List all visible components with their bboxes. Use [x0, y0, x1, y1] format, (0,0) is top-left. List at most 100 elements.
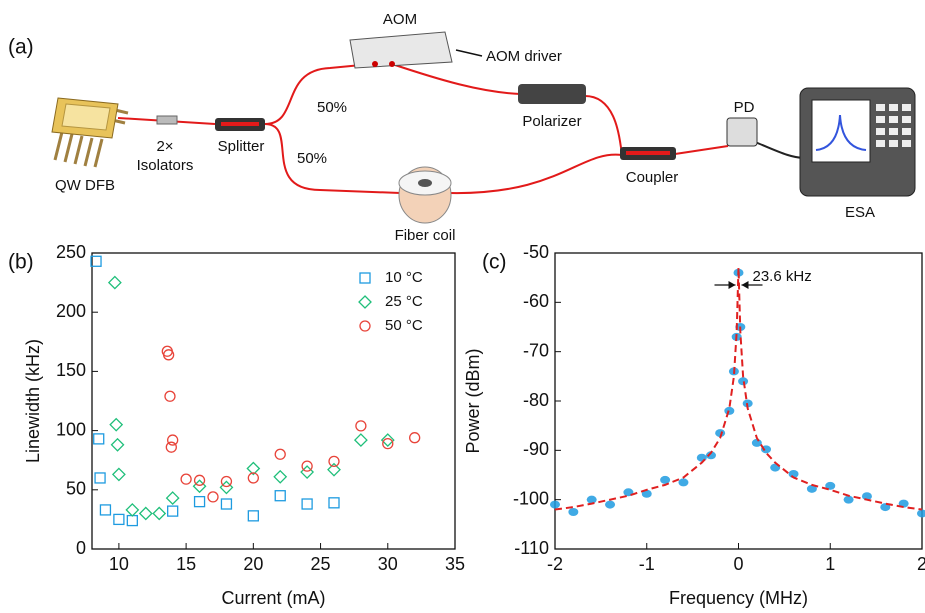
label: Coupler: [626, 169, 679, 186]
x-tick-label: -2: [547, 554, 563, 574]
y-tick-label: -110: [514, 538, 549, 558]
label: Polarizer: [522, 113, 581, 130]
arrowhead: [728, 281, 736, 289]
marker: [328, 455, 340, 468]
aom-port: [389, 61, 395, 67]
marker: [93, 433, 105, 445]
x-tick-label: 30: [378, 554, 398, 574]
diagram: (a) AOM AOM driver QW DFB 2× Isolators S…: [8, 11, 916, 244]
x-tick-label: 15: [176, 554, 196, 574]
marker: [107, 275, 122, 290]
marker: [207, 491, 219, 503]
legend-label: 10 °C: [385, 269, 423, 286]
y-tick-label: 200: [56, 301, 86, 321]
panel-label: (c): [482, 251, 507, 274]
marker: [165, 491, 180, 506]
marker: [273, 469, 288, 484]
y-tick-label: -80: [523, 390, 549, 410]
panel-label: (a): [8, 36, 34, 59]
label: AOM: [383, 11, 417, 28]
x-tick-label: 2: [917, 554, 925, 574]
y-tick-label: -50: [523, 242, 549, 262]
x-tick-label: -1: [639, 554, 655, 574]
marker: [167, 505, 179, 517]
annotation: 23.6 kHz: [753, 268, 812, 285]
marker: [138, 506, 153, 521]
y-axis-label: Power (dBm): [463, 348, 483, 453]
marker: [109, 417, 124, 432]
y-axis-label: Linewidth (kHz): [23, 339, 43, 463]
marker: [162, 349, 175, 361]
marker: [126, 514, 138, 527]
driver-arrow: [455, 49, 483, 57]
data-point: [843, 495, 854, 504]
marker: [380, 433, 395, 447]
marker: [355, 420, 367, 432]
data-point: [788, 470, 799, 479]
marker: [382, 437, 394, 450]
x-tick-label: 35: [445, 554, 465, 574]
y-tick-label: 150: [56, 360, 86, 380]
marker: [99, 504, 112, 516]
x-axis-label: Current (mA): [221, 588, 325, 608]
marker: [193, 495, 206, 508]
x-tick-label: 10: [109, 554, 129, 574]
data-point: [568, 508, 579, 516]
label: QW DFB: [55, 177, 115, 194]
data-point: [861, 492, 872, 501]
label: Fiber coil: [395, 227, 456, 244]
marker: [247, 510, 259, 522]
data-point: [806, 484, 817, 493]
data-point: [696, 453, 707, 462]
marker: [193, 474, 206, 486]
marker: [167, 434, 179, 446]
label: Isolators: [137, 157, 194, 174]
y-tick-label: 50: [66, 479, 86, 499]
x-tick-label: 25: [311, 554, 331, 574]
data-point: [641, 489, 652, 498]
data-point: [678, 478, 689, 487]
fit-line: [554, 267, 923, 511]
legend-marker: [359, 320, 371, 332]
data-point: [751, 438, 762, 447]
esa-screen: [811, 99, 871, 163]
marker: [327, 462, 341, 477]
cable: [754, 141, 806, 159]
y-tick-label: 100: [56, 419, 86, 439]
marker: [246, 461, 261, 476]
marker: [125, 503, 140, 517]
aom: [349, 31, 453, 69]
fibers: [117, 63, 729, 195]
y-tick-label: -70: [523, 340, 549, 360]
label: PD: [734, 99, 755, 116]
marker: [152, 506, 167, 521]
x-axis-label: Frequency (MHz): [669, 588, 808, 608]
marker: [301, 498, 313, 510]
arrowhead: [741, 281, 749, 289]
data-point: [715, 429, 726, 438]
plot-frame: [91, 252, 456, 550]
marker: [94, 472, 106, 484]
coil-hub: [418, 179, 432, 187]
marker: [111, 467, 126, 482]
y-tick-label: -60: [523, 291, 549, 311]
marker: [247, 472, 259, 484]
legend-marker: [359, 272, 371, 284]
marker: [274, 448, 286, 460]
marker: [409, 432, 421, 444]
marker: [165, 441, 177, 453]
x-tick-label: 20: [243, 554, 263, 574]
label: AOM driver: [486, 48, 562, 65]
data-point: [660, 475, 671, 484]
marker: [301, 460, 313, 472]
aom-port: [372, 61, 378, 67]
data-point: [917, 509, 925, 518]
y-tick-label: 250: [56, 242, 86, 262]
label: 50%: [297, 150, 327, 167]
data-point: [705, 451, 716, 460]
marker: [164, 390, 176, 402]
legend-label: 50 °C: [385, 317, 423, 334]
label: Splitter: [218, 138, 265, 155]
